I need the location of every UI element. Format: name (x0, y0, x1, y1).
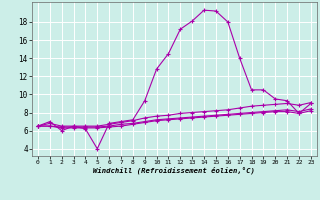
X-axis label: Windchill (Refroidissement éolien,°C): Windchill (Refroidissement éolien,°C) (93, 167, 255, 174)
